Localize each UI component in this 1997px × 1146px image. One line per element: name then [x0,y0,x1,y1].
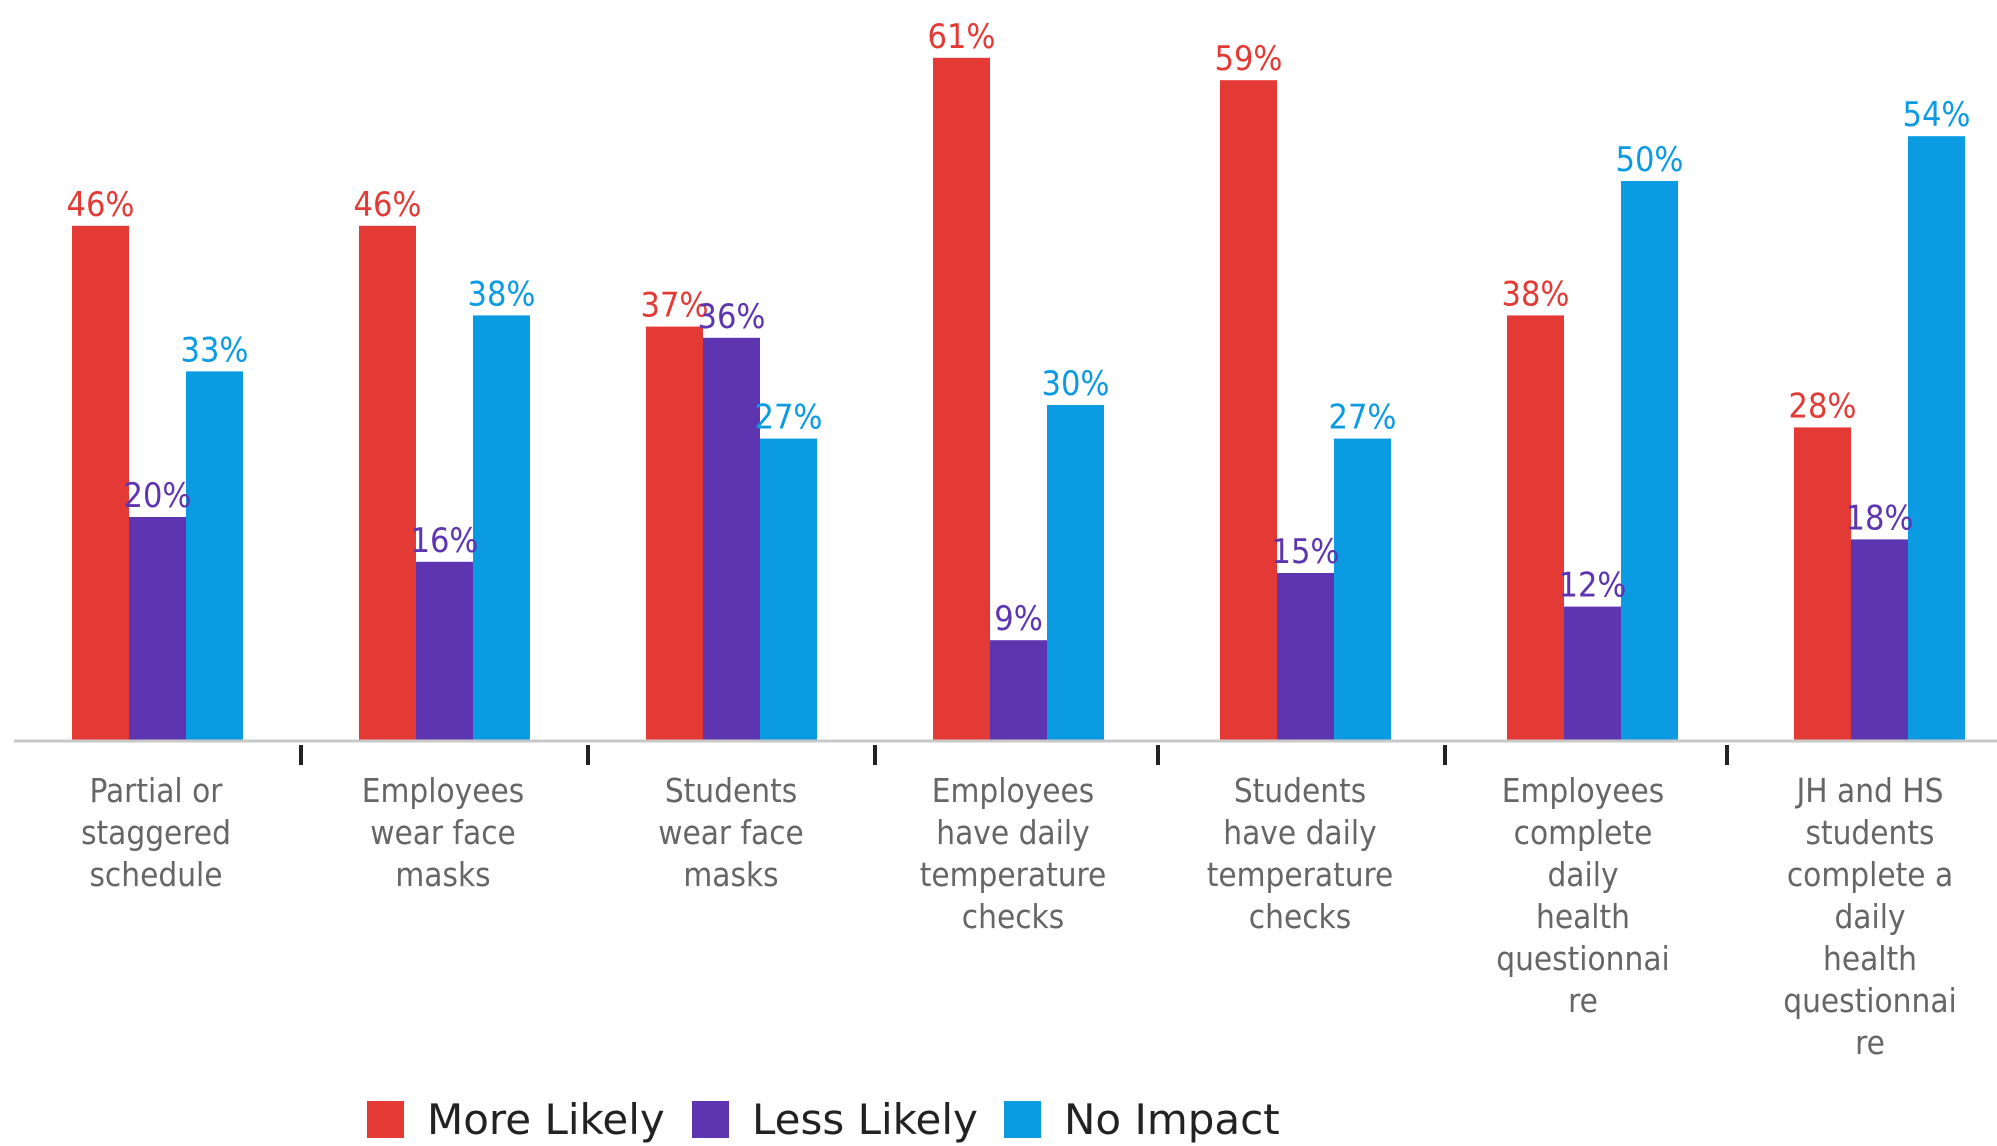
category-label-2: Employees wear face masks [362,771,525,894]
bar-less-likely-7 [1851,539,1908,741]
legend-item-less-likely: Less Likely [692,1095,978,1144]
legend-label-no-impact: No Impact [1064,1095,1280,1144]
legend-swatch-less-likely [692,1101,729,1138]
bar-less-likely-1 [129,517,186,741]
bar-no-impact-2 [473,315,530,741]
category-labels-group: Partial or staggered schedule Employees wear… [81,771,1957,1062]
value-label-less-likely-3: 36% [698,297,766,337]
value-label-no-impact-3: 27% [755,398,823,438]
legend-label-more-likely: More Likely [427,1095,665,1144]
value-label-more-likely-6: 38% [1502,274,1570,314]
category-label-6: Employees complete daily health questionnai r… [1496,771,1670,1020]
legend-swatch-no-impact [1004,1101,1041,1138]
value-label-more-likely-3: 37% [641,286,709,326]
value-label-no-impact-7: 54% [1903,95,1971,135]
bar-no-impact-3 [760,438,817,741]
bar-no-impact-5 [1334,438,1391,741]
value-label-more-likely-4: 61% [928,17,996,57]
bar-less-likely-2 [416,561,473,741]
bar-no-impact-1 [186,371,243,741]
x-axis-ticks [299,745,1729,765]
bar-less-likely-3 [703,337,760,741]
bar-no-impact-7 [1908,136,1965,741]
value-label-less-likely-4: 9% [994,599,1043,639]
legend-item-no-impact: No Impact [1004,1095,1280,1144]
value-label-no-impact-5: 27% [1329,398,1397,438]
value-label-less-likely-2: 16% [411,521,479,561]
bar-no-impact-6 [1621,181,1678,741]
value-label-no-impact-1: 33% [181,330,249,370]
bar-more-likely-4 [933,57,990,742]
value-labels-group: 46% 20% 33% 46% 16% 38% 37%36% 27% 61% 9% 30% 59% 15… [67,17,1971,639]
value-label-more-likely-7: 28% [1789,386,1857,426]
value-label-no-impact-6: 50% [1616,140,1684,180]
value-label-more-likely-2: 46% [354,185,422,225]
legend-item-more-likely: More Likely [367,1095,665,1144]
value-label-no-impact-4: 30% [1042,364,1110,404]
bar-more-likely-6 [1507,315,1564,741]
value-label-no-impact-2: 38% [468,274,536,314]
value-label-more-likely-5: 59% [1215,39,1283,79]
value-label-less-likely-1: 20% [124,476,192,516]
value-label-less-likely-7: 18% [1846,498,1914,538]
bar-more-likely-3 [646,326,703,741]
bar-more-likely-1 [72,225,129,742]
bar-less-likely-5 [1277,573,1334,741]
legend-label-less-likely: Less Likely [752,1095,978,1144]
bar-no-impact-4 [1047,405,1104,741]
bars-group [72,57,1965,742]
bar-less-likely-4 [990,640,1047,741]
legend: More Likely Less Likely No Impact [367,1095,1280,1144]
category-label-4: Employees have daily temperature checks [920,771,1107,936]
bar-more-likely-7 [1794,427,1851,741]
bar-more-likely-2 [359,225,416,742]
category-label-1: Partial or staggered schedule [81,771,231,894]
value-label-more-likely-1: 46% [67,185,135,225]
category-label-5: Students have daily temperature checks [1207,771,1394,936]
value-label-less-likely-6: 12% [1559,566,1627,606]
value-label-less-likely-5: 15% [1272,532,1340,572]
category-label-7: JH and HS students complete a daily health qu… [1783,771,1957,1062]
legend-swatch-more-likely [367,1101,404,1138]
category-label-3: Students wear face masks [658,771,804,894]
bar-more-likely-5 [1220,80,1277,741]
bar-less-likely-6 [1564,606,1621,741]
